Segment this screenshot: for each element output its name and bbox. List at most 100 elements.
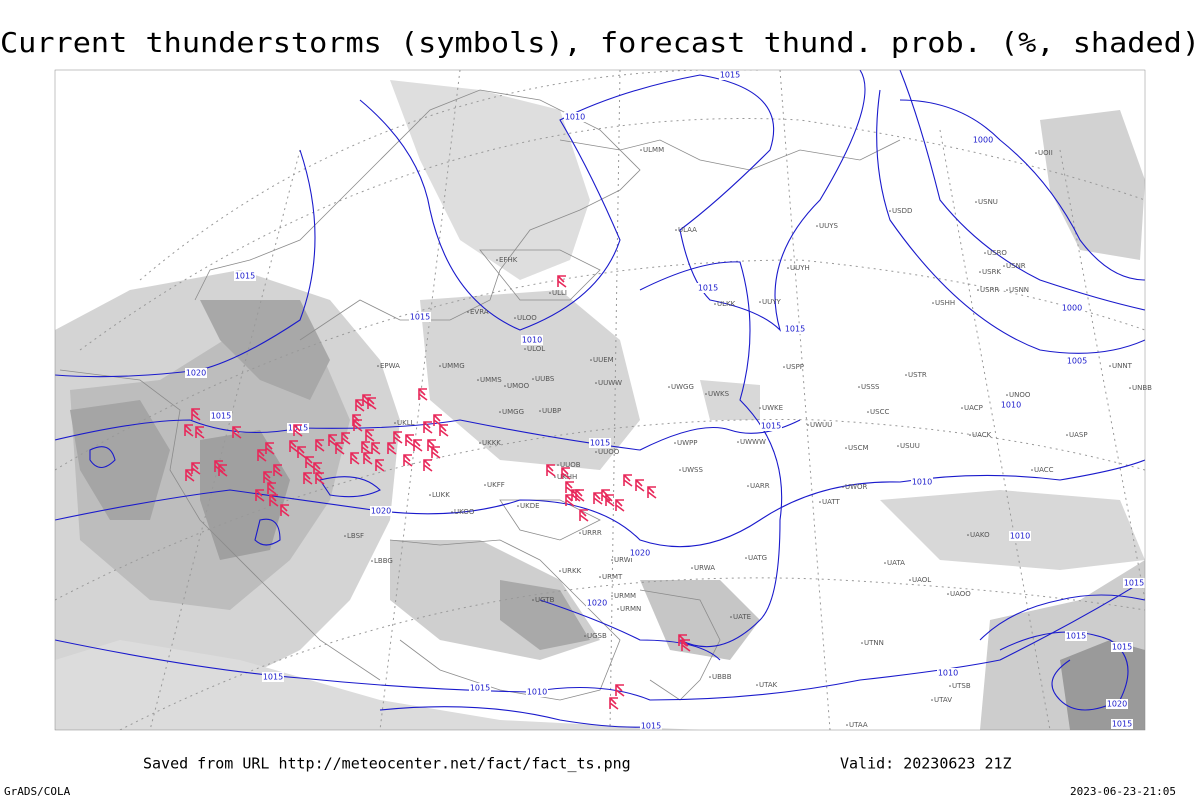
station-dot [759,407,761,409]
thunderstorm-symbol [565,494,575,507]
station-dot [747,485,749,487]
station-label: UATE [733,613,751,621]
station-dot [344,535,346,537]
isobar-label-bg [409,312,431,322]
isobar-label: 1015 [785,325,805,334]
isobar-label-bg [1111,642,1133,652]
probability-shading [55,80,1145,730]
station-label: UUOO [598,448,620,456]
station-dot [496,259,498,261]
thunderstorm-symbol [423,421,433,434]
station-label: UNBB [1132,384,1152,392]
thunderstorm-symbol [195,426,205,439]
isobar-label: 1015 [470,684,490,693]
station-label: ULKK [717,300,736,308]
station-label: UNOO [1009,391,1031,399]
station-dot [1129,387,1131,389]
station-label: UWOR [845,483,868,491]
station-dot [759,301,761,303]
thunderstorm-symbol [601,489,611,502]
isobar-label-bg [719,70,741,80]
thunderstorm-symbol [615,499,625,512]
thunderstorm-symbol [350,452,360,465]
isobar-label: 1010 [522,336,542,345]
thunderstorm-symbol [191,408,201,421]
station-dot [1006,289,1008,291]
thunderstorm-symbol [232,426,242,439]
thunderstorm-symbol [263,471,273,484]
thunderstorm-symbol [269,494,279,507]
station-label: USNU [978,198,998,206]
thunderstorm-symbol [191,462,201,475]
isobar-label: 1010 [912,478,932,487]
isobar-label: 1020 [371,507,391,516]
station-dot [477,379,479,381]
station-label: USPP [786,363,804,371]
station-dot [617,608,619,610]
isobar-label-bg [526,687,548,697]
isobar-label-bg [586,598,608,608]
isobar-label-bg [589,438,611,448]
map-frame [54,69,1146,731]
station-dot [807,424,809,426]
thunderstorm-symbol [218,464,228,477]
station-label: URKK [562,567,582,575]
station-dot [679,469,681,471]
isobar-label-bg [1111,719,1133,729]
thunderstorm-symbol [361,441,371,454]
station-dot [889,210,891,212]
station-label: UKKK [482,439,501,447]
station-dot [861,642,863,644]
isobar-label-bg [521,335,543,345]
thunderstorm-symbol [557,275,567,288]
station-label: UMGG [502,408,524,416]
station-label: USCC [870,408,889,416]
isobar-label-bg [1061,303,1083,313]
station-dot [756,684,758,686]
station-dot [979,271,981,273]
station-dot [557,464,559,466]
station-dot [579,532,581,534]
isobar-label-bg [1106,699,1128,709]
thunderstorm-symbol [184,424,194,437]
isobar-label: 1015 [698,284,718,293]
station-dot [674,442,676,444]
station-label: UTAK [759,681,778,689]
isobar-label-bg [564,112,586,122]
station-dot [532,599,534,601]
valid-time: Valid: 20230623 21Z [840,755,1012,773]
station-dot [599,576,601,578]
station-label: UKLL [397,419,415,427]
station-label: UACP [964,404,983,412]
station-label: ULAA [678,226,697,234]
station-dot [730,616,732,618]
thunderstorm-symbol [403,454,413,467]
isobar-label: 1015 [590,439,610,448]
station-dot [783,366,785,368]
station-dot [499,411,501,413]
station-label: UWPP [677,439,698,447]
thunderstorm-symbol [265,442,275,455]
thunderstorm-symbol [579,509,589,522]
station-label: UAOO [950,590,971,598]
station-label: UAKO [970,531,990,539]
station-label: ULMM [643,146,664,154]
isobar-label-bg [210,411,232,421]
thunderstorm-symbol [355,399,365,412]
station-label: EFHK [499,256,518,264]
station-dot [1003,265,1005,267]
station-dot [532,378,534,380]
station-label: UKDE [520,502,540,510]
thunderstorm-symbol [289,440,299,453]
thunderstorm-symbol [297,446,307,459]
station-label: UUBP [542,407,561,415]
isobar-label-bg [1009,531,1031,541]
station-label: UWGG [671,383,694,391]
isobar-label: 1000 [1062,304,1082,313]
lat-lon-grid [55,70,1145,730]
station-label: ULLI [552,289,567,297]
isobar-label-bg [1066,356,1088,366]
isobar-label-bg [640,721,662,731]
station-dot [429,494,431,496]
station-dot [611,595,613,597]
